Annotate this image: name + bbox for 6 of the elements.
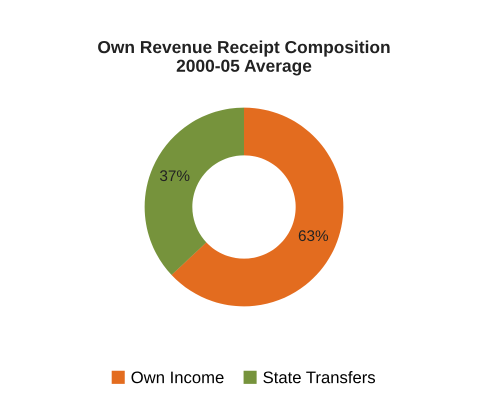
chart-title: Own Revenue Receipt Composition 2000-05 Average: [98, 40, 390, 76]
legend-label: Own Income: [132, 371, 224, 384]
data-label: 63%: [298, 230, 328, 242]
data-label: 37%: [160, 170, 190, 182]
legend-label: State Transfers: [263, 371, 376, 384]
donut-slice: [144, 108, 244, 276]
